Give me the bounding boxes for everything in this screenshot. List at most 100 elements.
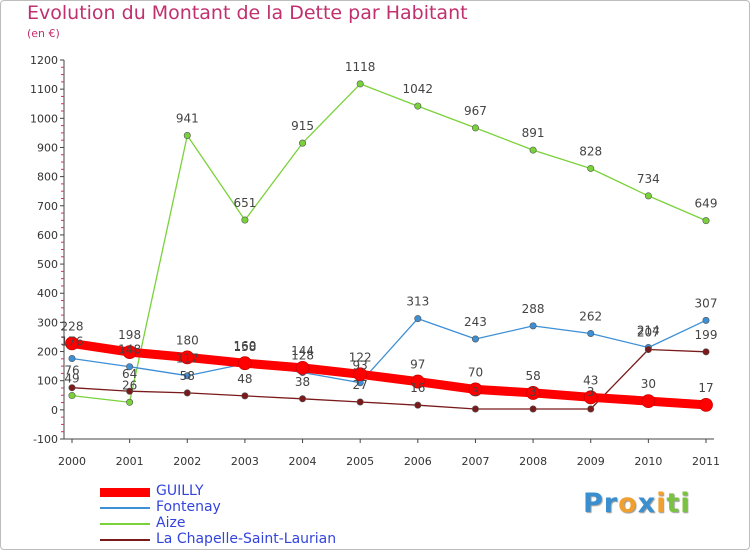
y-tick-label-3: 200 [37, 346, 58, 359]
data-point-fontenay-2011 [702, 316, 710, 324]
data-label-la-chapelle-saint-laurian-2011: 199 [695, 328, 718, 342]
logo-letter-6: i [680, 488, 691, 519]
chart-subtitle: (en €) [27, 27, 60, 40]
data-point-guilly-2006 [410, 374, 425, 389]
data-label-fontenay-2003: 158 [233, 340, 256, 354]
data-point-guilly-2005 [353, 367, 368, 382]
data-label-aize-2009: 828 [579, 144, 602, 158]
data-label-aize-2001: 26 [122, 378, 137, 392]
legend-label-guilly: GUILLY [156, 483, 204, 499]
data-label-guilly-2010: 30 [641, 377, 656, 391]
data-point-aize-2002 [183, 132, 191, 140]
data-point-la-chapelle-saint-laurian-2000 [68, 384, 76, 392]
data-point-aize-2004 [299, 139, 307, 147]
x-tick-label-9: 2009 [577, 455, 605, 468]
data-point-la-chapelle-saint-laurian-2011 [702, 348, 710, 356]
data-point-aize-2010 [644, 192, 652, 200]
legend-swatch-guilly [100, 487, 150, 497]
data-label-aize-2004: 915 [291, 119, 314, 133]
data-label-guilly-2005: 122 [349, 350, 372, 364]
data-label-aize-2000: 49 [64, 372, 79, 386]
y-tick-label-0: -100 [33, 433, 58, 446]
logo-letter-3: x [637, 488, 657, 519]
data-point-aize-2007 [471, 124, 479, 132]
data-point-fontenay-2007 [471, 335, 479, 343]
data-label-aize-2011: 649 [695, 197, 718, 211]
data-label-guilly-2000: 228 [61, 319, 84, 333]
data-label-la-chapelle-saint-laurian-2000: 76 [64, 364, 79, 378]
data-point-la-chapelle-saint-laurian-2007 [471, 405, 479, 413]
data-label-guilly-2009: 43 [583, 373, 598, 387]
data-point-fontenay-2000 [68, 355, 76, 363]
data-label-fontenay-2002: 117 [176, 352, 199, 366]
data-label-fontenay-2005: 93 [353, 359, 368, 373]
x-tick-label-10: 2010 [634, 455, 662, 468]
y-tick-label-6: 500 [37, 258, 58, 271]
data-point-aize-2003 [241, 216, 249, 224]
data-label-aize-2010: 734 [637, 172, 660, 186]
y-tick-label-2: 100 [37, 375, 58, 388]
data-point-guilly-2004 [295, 360, 310, 375]
x-tick-label-2: 2002 [173, 455, 201, 468]
data-point-fontenay-2008 [529, 322, 537, 330]
y-tick-label-1: 0 [51, 404, 58, 417]
y-tick-label-8: 700 [37, 200, 58, 213]
proxiti-logo: Proxiti [583, 488, 691, 519]
x-tick-label-11: 2011 [692, 455, 720, 468]
data-label-la-chapelle-saint-laurian-2003: 48 [237, 372, 252, 386]
x-tick-label-4: 2004 [289, 455, 317, 468]
data-point-la-chapelle-saint-laurian-2010 [644, 345, 652, 353]
data-label-guilly-2006: 97 [410, 358, 425, 372]
data-label-aize-2008: 891 [522, 126, 545, 140]
data-point-fontenay-2001 [126, 363, 134, 371]
data-label-fontenay-2000: 176 [61, 335, 84, 349]
data-point-la-chapelle-saint-laurian-2006 [414, 401, 422, 409]
data-label-guilly-2001: 198 [118, 328, 141, 342]
data-label-aize-2006: 1042 [403, 82, 434, 96]
data-label-fontenay-2001: 148 [118, 343, 141, 357]
legend-label-aize: Aize [156, 515, 186, 531]
chart-title: Evolution du Montant de la Dette par Hab… [27, 2, 468, 24]
legend-label-la-chapelle-saint-laurian: La Chapelle-Saint-Laurian [156, 531, 337, 547]
data-label-fontenay-2006: 313 [406, 295, 429, 309]
data-point-aize-2009 [587, 164, 595, 172]
logo-letter-4: i [656, 488, 667, 519]
data-label-la-chapelle-saint-laurian-2001: 64 [122, 367, 137, 381]
data-point-la-chapelle-saint-laurian-2009 [587, 405, 595, 413]
data-label-la-chapelle-saint-laurian-2002: 58 [180, 369, 195, 383]
data-point-guilly-2009 [583, 390, 598, 405]
data-label-aize-2003: 651 [233, 196, 256, 210]
logo-letter-1: r [603, 488, 619, 519]
x-tick-label-5: 2005 [346, 455, 374, 468]
y-tick-label-5: 400 [37, 287, 58, 300]
data-point-aize-2001 [126, 398, 134, 406]
data-label-la-chapelle-saint-laurian-2008: 3 [529, 385, 537, 399]
data-point-aize-2000 [68, 392, 76, 400]
data-point-guilly-2003 [238, 356, 252, 371]
data-label-guilly-2004: 144 [291, 344, 314, 358]
x-tick-label-0: 2000 [58, 455, 86, 468]
x-tick-label-3: 2003 [231, 455, 259, 468]
y-tick-label-7: 600 [37, 229, 58, 242]
logo-letter-5: t [666, 488, 681, 519]
data-label-guilly-2007: 70 [468, 365, 483, 379]
data-point-la-chapelle-saint-laurian-2005 [356, 398, 364, 406]
data-point-aize-2005 [356, 80, 364, 88]
y-tick-label-12: 1100 [30, 83, 58, 96]
data-point-fontenay-2009 [587, 329, 595, 337]
y-tick-label-11: 1000 [30, 112, 58, 125]
y-tick-label-4: 300 [37, 316, 58, 329]
data-label-aize-2002: 941 [176, 112, 199, 126]
logo-letter-2: o [618, 488, 638, 519]
data-label-fontenay-2011: 307 [695, 296, 718, 310]
data-label-fontenay-2004: 128 [291, 349, 314, 363]
y-tick-label-10: 900 [37, 141, 58, 154]
data-point-la-chapelle-saint-laurian-2004 [299, 395, 307, 403]
legend-swatch-la-chapelle-saint-laurian [100, 539, 150, 541]
data-label-la-chapelle-saint-laurian-2009: 3 [587, 385, 595, 399]
series-line-fontenay [71, 317, 707, 384]
data-point-guilly-2002 [180, 350, 195, 365]
data-point-fontenay-2002 [183, 372, 191, 380]
data-label-guilly-2002: 180 [176, 333, 199, 347]
